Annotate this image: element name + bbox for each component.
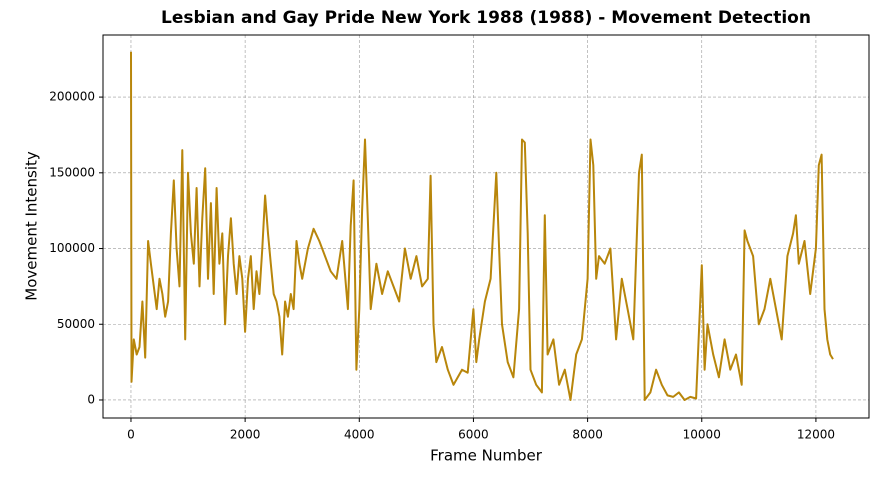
y-tick-label: 200000: [49, 90, 95, 104]
y-tick-label: 100000: [49, 241, 95, 255]
x-tick-label: 4000: [344, 428, 375, 442]
x-tick-label: 0: [127, 428, 135, 442]
plot-frame: [102, 34, 870, 419]
x-tick-label: 12000: [797, 428, 835, 442]
x-tick-label: 8000: [572, 428, 603, 442]
x-axis-label: Frame Number: [430, 447, 543, 465]
y-tick-label: 0: [87, 392, 95, 406]
x-tick-label: 2000: [230, 428, 261, 442]
y-axis-label: Movement Intensity: [23, 151, 41, 301]
chart-title: Lesbian and Gay Pride New York 1988 (198…: [161, 8, 811, 28]
y-tick-label: 50000: [57, 317, 95, 331]
y-tick-label: 150000: [49, 165, 95, 179]
x-tick-label: 10000: [683, 428, 721, 442]
data-line: [130, 51, 834, 401]
x-tick-label: 6000: [458, 428, 489, 442]
